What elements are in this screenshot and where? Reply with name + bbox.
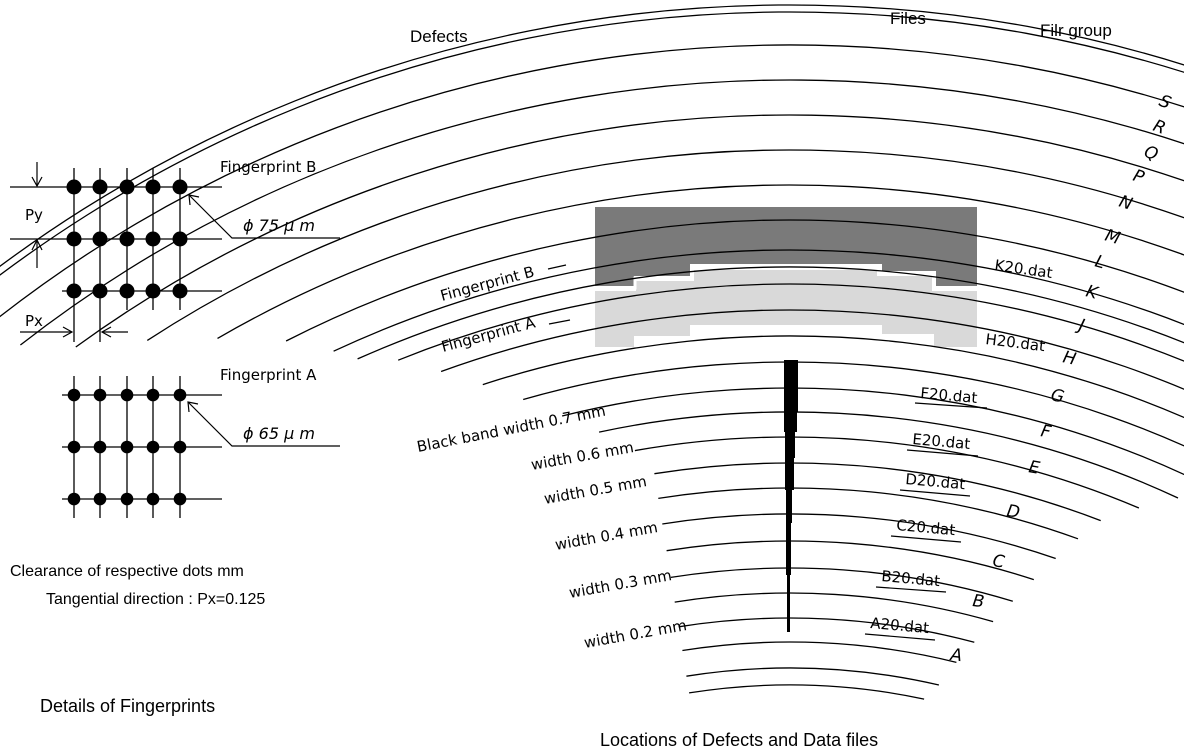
- track-arc: [75, 114, 1184, 348]
- group-letter: N: [1116, 192, 1135, 215]
- file-label: D20.dat: [905, 470, 966, 493]
- track-arc: [397, 283, 1184, 362]
- group-letter: M: [1103, 226, 1123, 250]
- track-arc: [482, 335, 1184, 419]
- header-defects: Defects: [410, 27, 468, 46]
- file-underline: [914, 402, 988, 409]
- fingerprint-b-leader: [188, 194, 340, 239]
- fingerprint-b-diameter: ϕ 75 μ m: [243, 216, 315, 235]
- px-dimension: [20, 326, 128, 338]
- track-arc: [0, 4, 1184, 268]
- file-label: E20.dat: [912, 430, 971, 453]
- black-band-defect: [784, 360, 798, 632]
- file-label: A20.dat: [870, 614, 930, 637]
- group-letter: Q: [1141, 142, 1160, 165]
- track-arc: [333, 249, 1184, 352]
- file-underline: [864, 633, 936, 641]
- group-letter: G: [1049, 385, 1066, 407]
- group-letter: F: [1039, 421, 1053, 443]
- group-letter: B: [971, 591, 985, 612]
- fingerprint-a-diameter: ϕ 65 μ m: [243, 424, 315, 443]
- file-underline: [906, 449, 979, 457]
- fingerprint-a-dots: [67, 388, 187, 506]
- track-arc: [285, 219, 1184, 342]
- track-arc: [440, 309, 1184, 390]
- file-underline: [899, 489, 971, 497]
- group-letter: A: [948, 645, 963, 666]
- file-labels: K20.dat H20.dat F20.dat E20.dat D20.dat C20.d…: [864, 256, 1054, 641]
- fingerprint-b-label: Fingerprint B: [220, 158, 316, 176]
- track-arc: [658, 487, 1079, 540]
- width-label: width 0.3 mm: [568, 566, 674, 602]
- header-group: Filr group: [1040, 21, 1112, 40]
- track-arc: [20, 79, 1184, 346]
- width-label: width 0.2 mm: [583, 616, 689, 652]
- group-letter: C: [991, 551, 1006, 572]
- fingerprint-a-grid: [62, 376, 222, 518]
- track-arc: [666, 540, 1035, 581]
- file-underline: [875, 586, 947, 593]
- right-caption: Locations of Defects and Data files: [600, 730, 878, 750]
- track-arc: [523, 361, 1184, 447]
- track-arc: [686, 667, 940, 686]
- fingerprint-b-dots: [66, 179, 188, 299]
- group-letter: P: [1130, 166, 1147, 188]
- track-arc: [0, 11, 1184, 276]
- track-arc: [634, 436, 1140, 509]
- group-letter: K: [1084, 282, 1102, 305]
- track-arc: [357, 266, 1184, 360]
- width-label: width 0.6 mm: [530, 438, 636, 474]
- fingerprint-a-right-label: Fingerprint A: [439, 313, 537, 356]
- file-label: F20.dat: [920, 384, 979, 407]
- width-label: width 0.5 mm: [543, 472, 649, 508]
- file-label: K20.dat: [993, 256, 1053, 282]
- fingerprint-a-label: Fingerprint A: [220, 366, 317, 384]
- width-label: width 0.4 mm: [554, 518, 660, 554]
- clearance-text-line2: Tangential direction : Px=0.125: [46, 591, 265, 608]
- track-arc: [688, 684, 925, 700]
- group-letter: R: [1150, 116, 1168, 139]
- group-letter: D: [1005, 501, 1021, 523]
- track-arc: [678, 617, 975, 643]
- group-letter: J: [1074, 315, 1087, 336]
- left-caption: Details of Fingerprints: [40, 696, 215, 716]
- fingerprint-b-right-label-group: Fingerprint B: [438, 263, 567, 305]
- file-label: H20.dat: [985, 330, 1047, 355]
- track-arc: [146, 149, 1184, 341]
- track-arc: [682, 641, 957, 664]
- track-arc: [217, 184, 1184, 339]
- track-arc: [670, 567, 1013, 602]
- file-label: B20.dat: [881, 567, 941, 590]
- track-arcs: [0, 4, 1184, 700]
- file-label: C20.dat: [896, 516, 956, 539]
- file-underline: [890, 535, 962, 543]
- track-arc: [654, 462, 1101, 522]
- group-letter: H: [1061, 347, 1078, 369]
- track-arc: [561, 387, 1184, 476]
- fingerprint-b-region: [595, 207, 977, 286]
- fingerprint-a-leader: [187, 401, 340, 447]
- track-arc: [0, 44, 1184, 318]
- track-arc: [598, 411, 1179, 499]
- fingerprint-b-right-label: Fingerprint B: [438, 263, 536, 305]
- track-arc: [662, 513, 1056, 560]
- clearance-text-line1: Clearance of respective dots mm: [10, 563, 244, 580]
- track-arc: [674, 592, 994, 623]
- py-label: Py: [25, 206, 43, 224]
- px-label: Px: [25, 312, 43, 330]
- header-files: Files: [890, 9, 926, 28]
- group-letter: E: [1027, 457, 1041, 479]
- group-letter: L: [1093, 252, 1108, 274]
